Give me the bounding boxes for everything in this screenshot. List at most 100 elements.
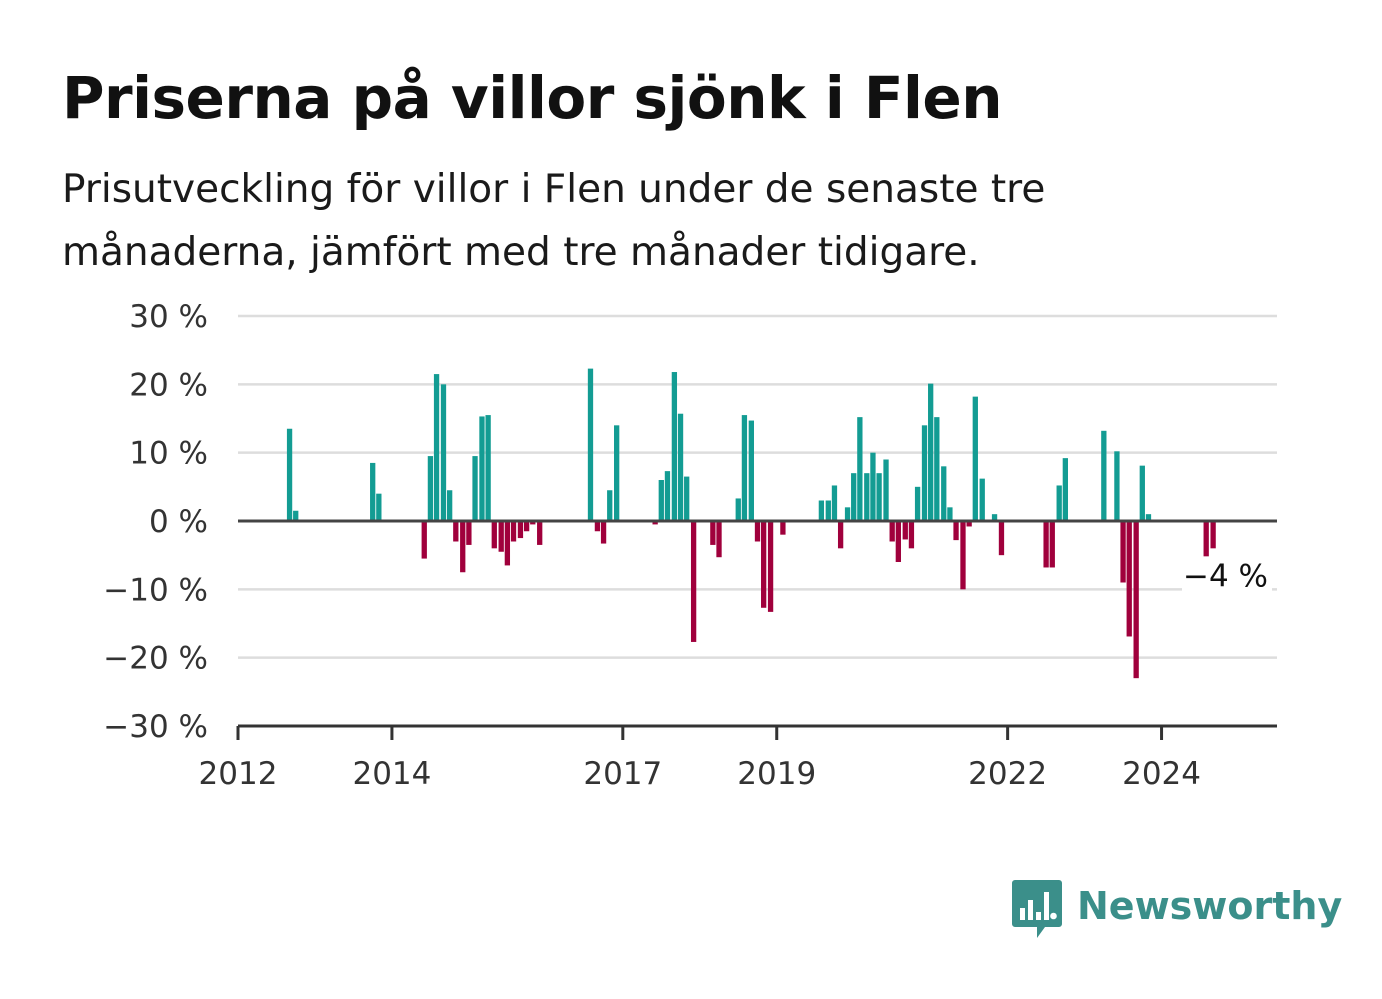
x-tick-label: 2022 <box>968 756 1047 792</box>
bar <box>780 521 786 535</box>
bar <box>447 490 453 521</box>
bar <box>421 521 427 559</box>
bar <box>1139 465 1145 521</box>
bar <box>376 493 382 521</box>
bar <box>748 420 754 521</box>
bar <box>1101 430 1107 521</box>
bar <box>1062 458 1068 521</box>
bar <box>690 521 697 642</box>
bar <box>889 521 895 542</box>
bar <box>754 521 761 542</box>
bar <box>1210 521 1216 549</box>
y-tick-label: 10 % <box>129 436 208 472</box>
bar <box>684 476 690 521</box>
tick-labels: 30 % 20 % 10 % 0 % −10 % −20 % −30 % 2012 2014 20… <box>103 299 1272 792</box>
bar <box>1056 485 1062 521</box>
bar <box>485 415 491 521</box>
bar <box>453 521 459 542</box>
bar <box>991 514 998 521</box>
bar <box>652 521 658 525</box>
bar <box>1126 521 1132 637</box>
bar <box>286 428 293 521</box>
y-tick-label: −20 % <box>103 641 208 677</box>
x-tick-label: 2017 <box>583 756 662 792</box>
grid-lines <box>238 314 1277 659</box>
bar <box>947 507 953 521</box>
chart-subtitle: Prisutveckling för villor i Flen under d… <box>62 167 1046 275</box>
bar <box>998 521 1005 556</box>
bar <box>966 521 972 527</box>
bar <box>466 521 472 545</box>
bar <box>864 473 870 521</box>
bar <box>716 521 722 558</box>
bar <box>825 500 831 521</box>
y-tick-label: 30 % <box>129 299 208 335</box>
newsworthy-logo: Newsworthy <box>1011 878 1342 940</box>
bar <box>600 521 607 544</box>
bar <box>1114 451 1120 521</box>
last-value-label-bg <box>1182 556 1272 597</box>
bar <box>735 498 741 521</box>
y-tick-label: −30 % <box>103 709 208 745</box>
y-tick-label: −10 % <box>103 572 208 608</box>
x-tick-label: 2014 <box>352 756 431 792</box>
bar <box>870 452 876 521</box>
bar <box>895 521 901 562</box>
bar <box>844 507 851 521</box>
bar <box>523 521 530 532</box>
bar <box>658 480 664 521</box>
bar <box>831 485 838 521</box>
bar <box>972 396 978 521</box>
last-value-label: −4 % <box>1183 558 1268 594</box>
bar <box>1203 521 1209 557</box>
bar <box>1043 521 1049 568</box>
bar <box>857 417 863 521</box>
bar <box>914 486 921 521</box>
bar <box>460 521 466 573</box>
chart-title: Priserna på villor sjönk i Flen <box>62 64 1003 132</box>
bar <box>504 521 511 566</box>
bar <box>1120 521 1126 583</box>
bar <box>761 521 767 608</box>
bar <box>1145 514 1152 521</box>
bar <box>664 471 671 521</box>
bar <box>510 521 517 542</box>
bar <box>433 374 440 521</box>
bar <box>427 456 434 521</box>
axes <box>236 519 1277 740</box>
bar <box>979 478 985 521</box>
bar <box>517 521 524 539</box>
x-tick-label: 2019 <box>737 756 816 792</box>
bar <box>440 384 447 521</box>
bar <box>587 368 594 521</box>
bar <box>767 521 774 612</box>
bar <box>837 521 844 549</box>
bar <box>960 521 966 590</box>
bar <box>934 417 940 521</box>
bar <box>928 383 934 521</box>
x-tick-label: 2012 <box>199 756 278 792</box>
bar <box>530 521 536 525</box>
bar <box>941 466 947 521</box>
bar <box>370 462 376 521</box>
bar <box>953 521 959 541</box>
bar <box>677 413 684 521</box>
bar <box>607 490 613 521</box>
bar <box>472 456 478 521</box>
bar <box>537 521 543 545</box>
bar <box>741 415 748 521</box>
bar <box>876 473 882 521</box>
bar <box>293 510 299 521</box>
bar <box>902 521 908 540</box>
bar <box>710 521 716 545</box>
bar <box>908 521 915 549</box>
bar <box>671 372 678 521</box>
bar <box>594 521 601 532</box>
y-tick-label: 0 % <box>149 504 208 540</box>
bar <box>851 473 857 521</box>
bar <box>818 500 825 521</box>
bar <box>1049 521 1055 568</box>
bar <box>614 425 620 521</box>
bar-series <box>286 368 1216 679</box>
